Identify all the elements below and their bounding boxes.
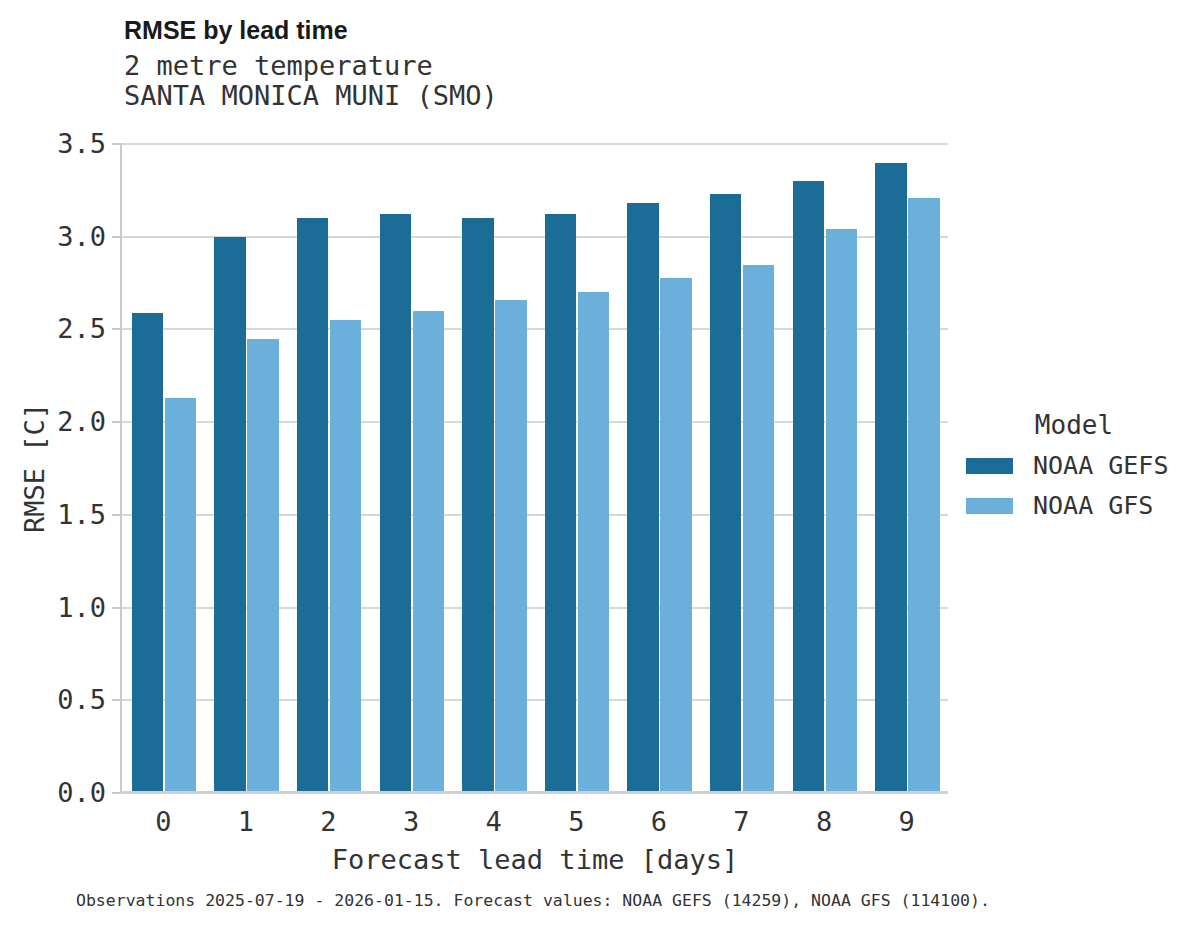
bar-noaa-gfs-lead-2 [330,320,361,793]
bar-noaa-gfs-lead-0 [165,398,196,793]
y-tick-label-0.0: 0.0 [57,777,106,809]
x-axis-line [120,791,948,794]
bar-noaa-gefs-lead-7 [710,194,741,793]
y-tick-label-3.0: 3.0 [57,221,106,253]
bar-noaa-gefs-lead-3 [380,214,411,793]
chart-figure: RMSE by lead time 2 metre temperature SA… [0,0,1188,928]
y-tick-label-2.5: 2.5 [57,313,106,345]
legend-label-noaa-gfs: NOAA GFS [1033,491,1153,520]
chart-subtitle-variable: 2 metre temperature [124,50,433,81]
gridline-3.0 [122,236,948,238]
y-axis-line [120,144,122,793]
y-tick-label-2.0: 2.0 [57,406,106,438]
gridline-1.5 [122,514,948,516]
gridline-2.0 [122,421,948,423]
legend-item-noaa-gfs: NOAA GFS [966,491,1182,520]
x-tick-label-8: 8 [816,806,832,837]
gridline-3.5 [122,143,948,145]
bar-noaa-gefs-lead-5 [545,214,576,793]
y-tick-label-1.0: 1.0 [57,592,106,624]
bar-noaa-gfs-lead-9 [908,198,939,793]
bar-noaa-gfs-lead-5 [578,292,609,793]
gridline-2.5 [122,328,948,330]
chart-title: RMSE by lead time [124,16,348,45]
x-tick-label-4: 4 [486,806,502,837]
y-axis: 0.00.51.01.52.02.53.03.5 [0,144,122,793]
bar-noaa-gfs-lead-8 [826,229,857,793]
y-tick-label-0.5: 0.5 [57,684,106,716]
chart-subtitle-station: SANTA MONICA MUNI (SMO) [124,80,498,111]
legend-title: Model [966,410,1182,440]
bar-noaa-gefs-lead-4 [462,218,493,793]
legend-label-noaa-gefs: NOAA GEFS [1033,451,1168,480]
bar-noaa-gefs-lead-2 [297,218,328,793]
y-tick-label-3.5: 3.5 [57,128,106,160]
y-tick-label-1.5: 1.5 [57,499,106,531]
x-axis-label: Forecast lead time [days] [122,844,948,875]
x-tick-label-3: 3 [403,806,419,837]
x-tick-label-7: 7 [733,806,749,837]
x-tick-label-2: 2 [320,806,336,837]
x-tick-label-1: 1 [238,806,254,837]
legend-swatch-noaa-gfs [966,498,1013,514]
x-axis: 0 1 2 3 4 5 6 7 8 9 [122,806,948,842]
legend-swatch-noaa-gefs [966,458,1013,474]
gridline-1.0 [122,607,948,609]
legend-items: NOAA GEFS NOAA GFS [966,451,1182,520]
bar-noaa-gfs-lead-6 [660,278,691,793]
x-tick-label-0: 0 [155,806,171,837]
bar-noaa-gefs-lead-9 [875,163,906,793]
bar-noaa-gefs-lead-0 [132,313,163,793]
legend: Model NOAA GEFS NOAA GFS [966,410,1182,520]
bar-noaa-gfs-lead-3 [413,311,444,793]
gridline-0.5 [122,699,948,701]
bar-noaa-gefs-lead-8 [793,181,824,793]
bar-noaa-gfs-lead-1 [247,339,278,793]
x-tick-label-9: 9 [899,806,915,837]
plot-area [122,144,948,793]
bar-noaa-gfs-lead-4 [495,300,526,793]
bar-noaa-gfs-lead-7 [743,265,774,793]
x-tick-label-5: 5 [568,806,584,837]
legend-item-noaa-gefs: NOAA GEFS [966,451,1182,480]
bar-noaa-gefs-lead-1 [214,237,245,793]
caption: Observations 2025-07-19 - 2026-01-15. Fo… [76,891,990,910]
bar-noaa-gefs-lead-6 [627,203,658,793]
x-tick-label-6: 6 [651,806,667,837]
